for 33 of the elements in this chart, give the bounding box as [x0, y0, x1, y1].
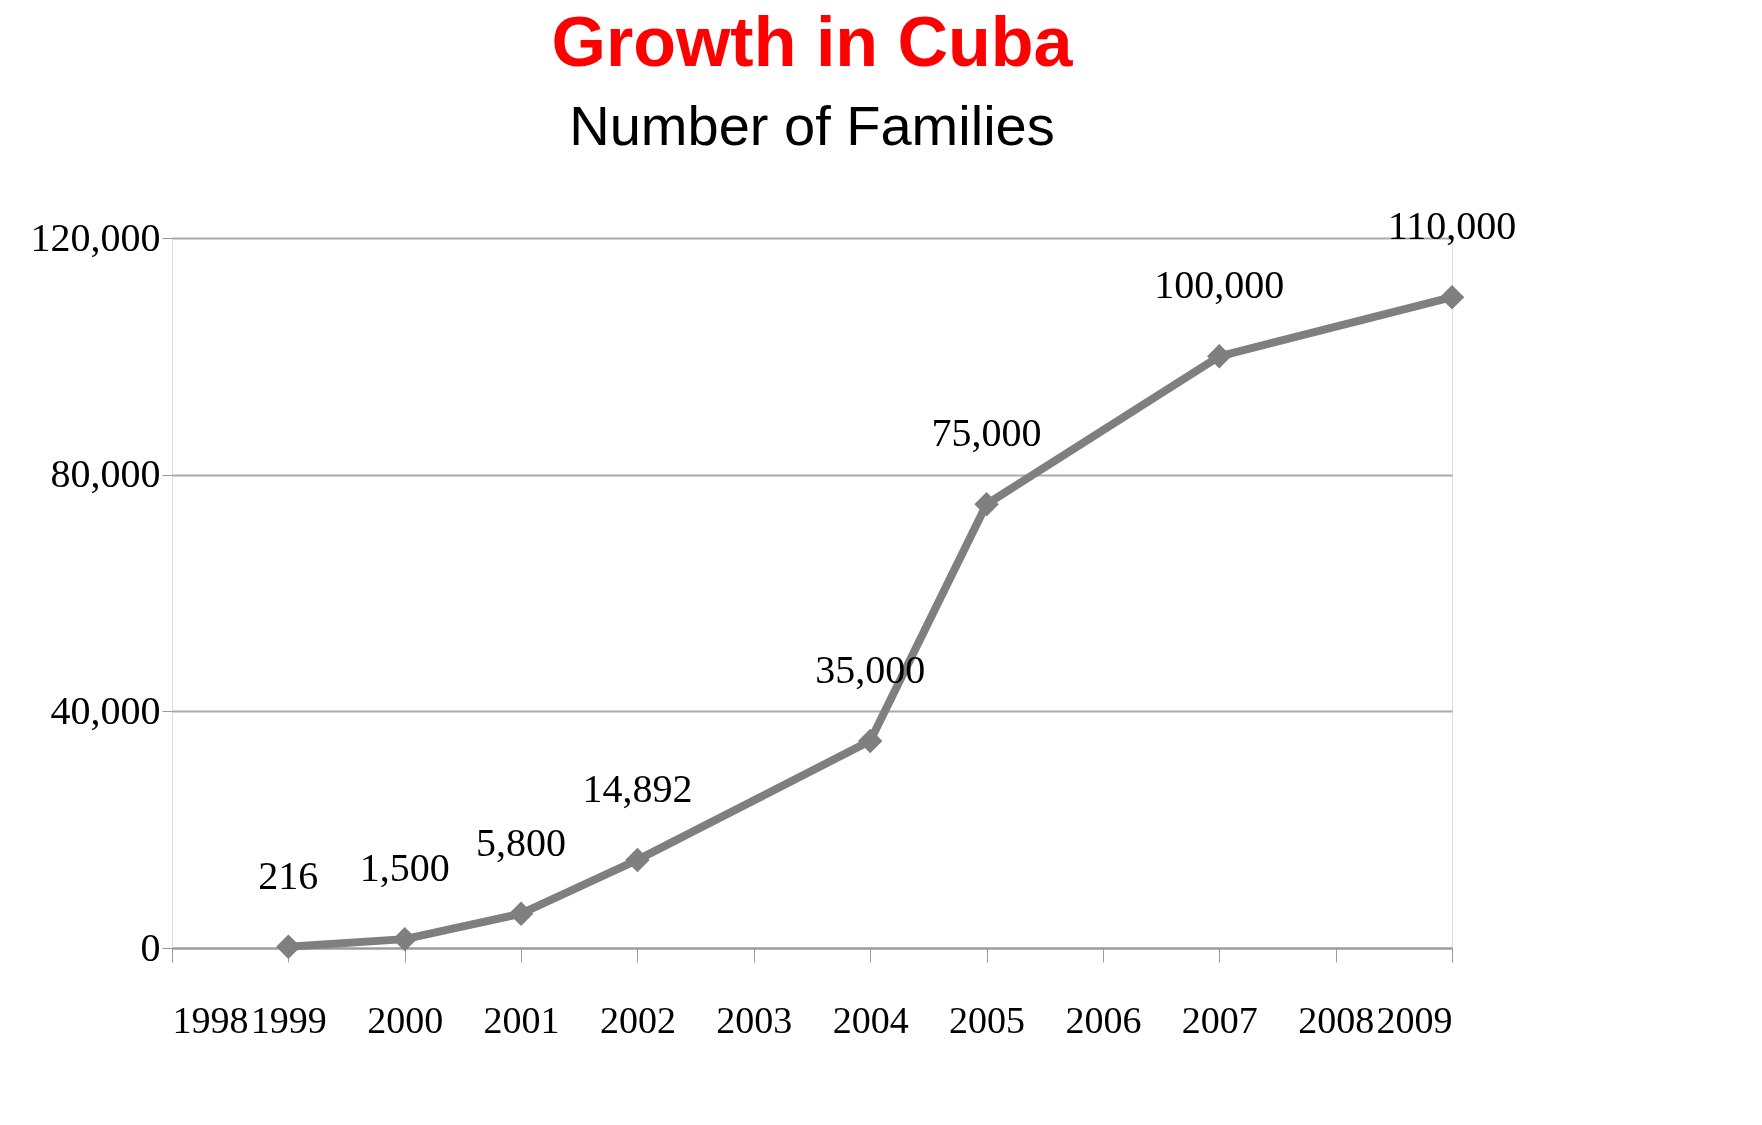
point: [974, 492, 999, 517]
x-tick-label: 2009: [1376, 998, 1453, 1041]
point: [276, 934, 301, 959]
y-tick-label: 0: [140, 924, 161, 970]
data-label: 35,000: [815, 646, 926, 692]
point: [508, 901, 534, 926]
point: [1207, 344, 1232, 369]
x-tick-label: 2001: [483, 998, 560, 1041]
x-tick-label: 1998: [172, 998, 249, 1041]
data-label: 110,000: [1387, 203, 1517, 249]
point: [857, 728, 883, 754]
data-label: 216: [258, 852, 319, 898]
point: [1439, 284, 1465, 310]
y-tick-label: 80,000: [50, 451, 161, 497]
chart-subtitle: Number of Families: [569, 94, 1055, 158]
x-tick-label: 2003: [716, 998, 793, 1041]
x-tick-label: 2007: [1181, 998, 1258, 1041]
data-label: 75,000: [931, 410, 1042, 456]
x-tick-label: 2002: [599, 998, 676, 1041]
x-tick-label: 1999: [250, 998, 327, 1041]
x-tick-label: 2004: [832, 998, 909, 1041]
y-tick-label: 120,000: [30, 214, 161, 260]
data-label: 14,892: [582, 765, 693, 811]
x-tick-label: 2000: [367, 998, 444, 1041]
x-tick-label: 2006: [1065, 998, 1142, 1041]
x-tick-label: 2005: [949, 998, 1026, 1041]
chart-title: Growth in Cuba: [551, 3, 1074, 82]
data-label: 100,000: [1154, 262, 1285, 308]
data-label: 5,800: [476, 819, 567, 865]
data-label: 1,500: [359, 845, 450, 891]
x-tick-label: 2008: [1298, 998, 1375, 1041]
y-tick-label: 40,000: [50, 687, 161, 733]
point: [625, 847, 650, 873]
